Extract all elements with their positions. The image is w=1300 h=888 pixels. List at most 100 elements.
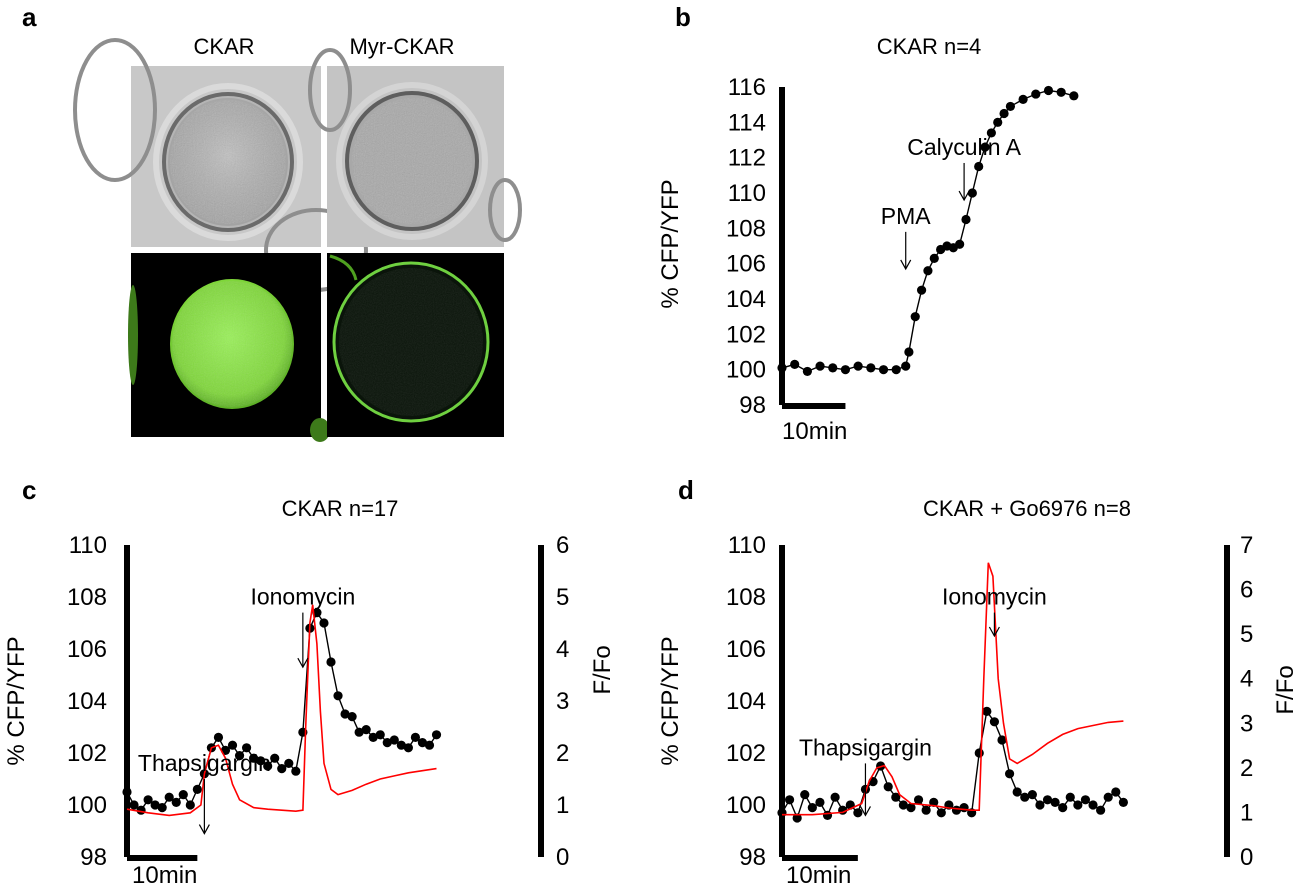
data-point: [910, 312, 920, 322]
column-title-myr-ckar: Myr-CKAR: [349, 34, 454, 59]
y-tick-label: 102: [67, 740, 107, 767]
data-point: [403, 743, 413, 753]
data-point: [906, 803, 916, 813]
y2-tick-label: 3: [556, 688, 569, 715]
data-point: [1096, 805, 1106, 815]
data-point: [784, 795, 795, 805]
data-point: [921, 805, 931, 815]
data-point: [901, 361, 911, 371]
data-point: [1118, 797, 1128, 808]
data-point: [999, 108, 1009, 119]
data-point: [790, 359, 800, 369]
brightfield-image-myr-ckar: [308, 48, 522, 247]
y-tick-label: 98: [739, 844, 766, 871]
y-tick-label: 104: [67, 688, 107, 715]
y-axis-label: % CFP/YFP: [3, 636, 30, 765]
annotation-label: Thapsigargin: [799, 734, 932, 760]
data-point: [1004, 769, 1015, 779]
data-point: [1065, 792, 1075, 802]
data-point: [866, 363, 876, 373]
y-tick-label: 98: [80, 844, 107, 871]
annotation-arrowhead: [958, 190, 970, 202]
scale-bar-label: 10min: [132, 862, 197, 888]
data-point: [840, 365, 851, 375]
y-tick-label: 116: [728, 74, 766, 101]
panel-b-chart: b CKAR n=4 % CFP/YFP 10min 98 100 102 104 10…: [657, 2, 1079, 445]
data-point: [929, 253, 939, 263]
y-tick-label: 106: [726, 251, 766, 278]
y2-tick-label: 6: [1240, 577, 1253, 604]
y-tick-label: 100: [726, 792, 766, 819]
data-point: [1073, 800, 1083, 810]
data-point: [1043, 85, 1054, 96]
data-point: [936, 808, 946, 818]
data-point: [185, 800, 195, 810]
data-point: [263, 761, 273, 771]
y2-axis-label: F/Fo: [589, 645, 616, 694]
data-point: [822, 810, 833, 821]
data-point: [853, 808, 863, 818]
data-point: [192, 784, 202, 795]
data-point: [815, 797, 825, 808]
data-point: [989, 717, 1000, 727]
y-tick-label: 110: [728, 180, 766, 207]
data-point: [270, 753, 280, 763]
data-point: [1080, 795, 1091, 805]
y-axis-label: % CFP/YFP: [657, 179, 684, 308]
data-point: [136, 805, 146, 815]
data-point: [424, 740, 435, 750]
scale-bar-label: 10min: [782, 418, 847, 445]
data-point: [347, 712, 357, 722]
data-point: [333, 691, 343, 701]
column-title-ckar: CKAR: [193, 34, 254, 59]
data-point: [1042, 795, 1053, 805]
data-point: [1012, 787, 1022, 797]
y2-tick-label: 5: [1240, 621, 1253, 648]
data-point: [164, 792, 174, 802]
y-tick-label: 100: [67, 792, 107, 819]
y2-axis-label: F/Fo: [1272, 665, 1299, 714]
panel-d-chart: d CKAR + Go6976 n=8 % CFP/YFP F/Fo 10min…: [657, 475, 1299, 888]
data-point: [319, 618, 329, 628]
data-point: [213, 732, 224, 743]
data-point: [898, 800, 908, 810]
data-point: [1111, 787, 1121, 797]
annotation-arrowhead: [988, 626, 1000, 638]
annotation-label: Calyculin A: [907, 134, 1021, 160]
y2-tick-label: 5: [556, 584, 569, 611]
data-point: [312, 608, 322, 618]
y-tick-label: 108: [726, 584, 766, 611]
data-point: [982, 706, 992, 717]
data-point: [340, 709, 350, 719]
data-point: [1058, 803, 1068, 813]
y2-tick-label: 4: [1240, 666, 1253, 693]
data-point: [129, 800, 139, 810]
y-tick-label: 102: [726, 321, 766, 348]
y-tick-label: 104: [726, 688, 766, 715]
y2-tick-label: 3: [1240, 710, 1253, 737]
data-point: [777, 363, 787, 373]
calcium-trace-line: [782, 562, 1124, 816]
annotation-label: Ionomycin: [942, 584, 1047, 610]
y2-tick-label: 4: [556, 636, 569, 663]
data-point: [959, 803, 969, 813]
data-point: [1035, 800, 1045, 810]
y-tick-label: 110: [728, 532, 766, 559]
data-point: [326, 657, 336, 667]
data-point: [961, 214, 971, 225]
data-point: [410, 732, 421, 743]
scale-bar-label: 10min: [786, 862, 851, 888]
chart-title: CKAR n=4: [877, 34, 982, 59]
y2-tick-label: 2: [556, 740, 569, 767]
data-point: [1027, 790, 1037, 800]
data-point: [1069, 91, 1079, 101]
data-point: [277, 764, 287, 774]
data-point: [375, 730, 385, 740]
data-point: [368, 732, 378, 743]
annotation-arrowhead: [859, 806, 871, 817]
data-point: [150, 800, 160, 810]
annotation-label: Thapsigargin: [138, 750, 271, 776]
data-point: [354, 727, 364, 737]
data-series-line: [126, 611, 438, 812]
data-point: [1088, 800, 1098, 810]
